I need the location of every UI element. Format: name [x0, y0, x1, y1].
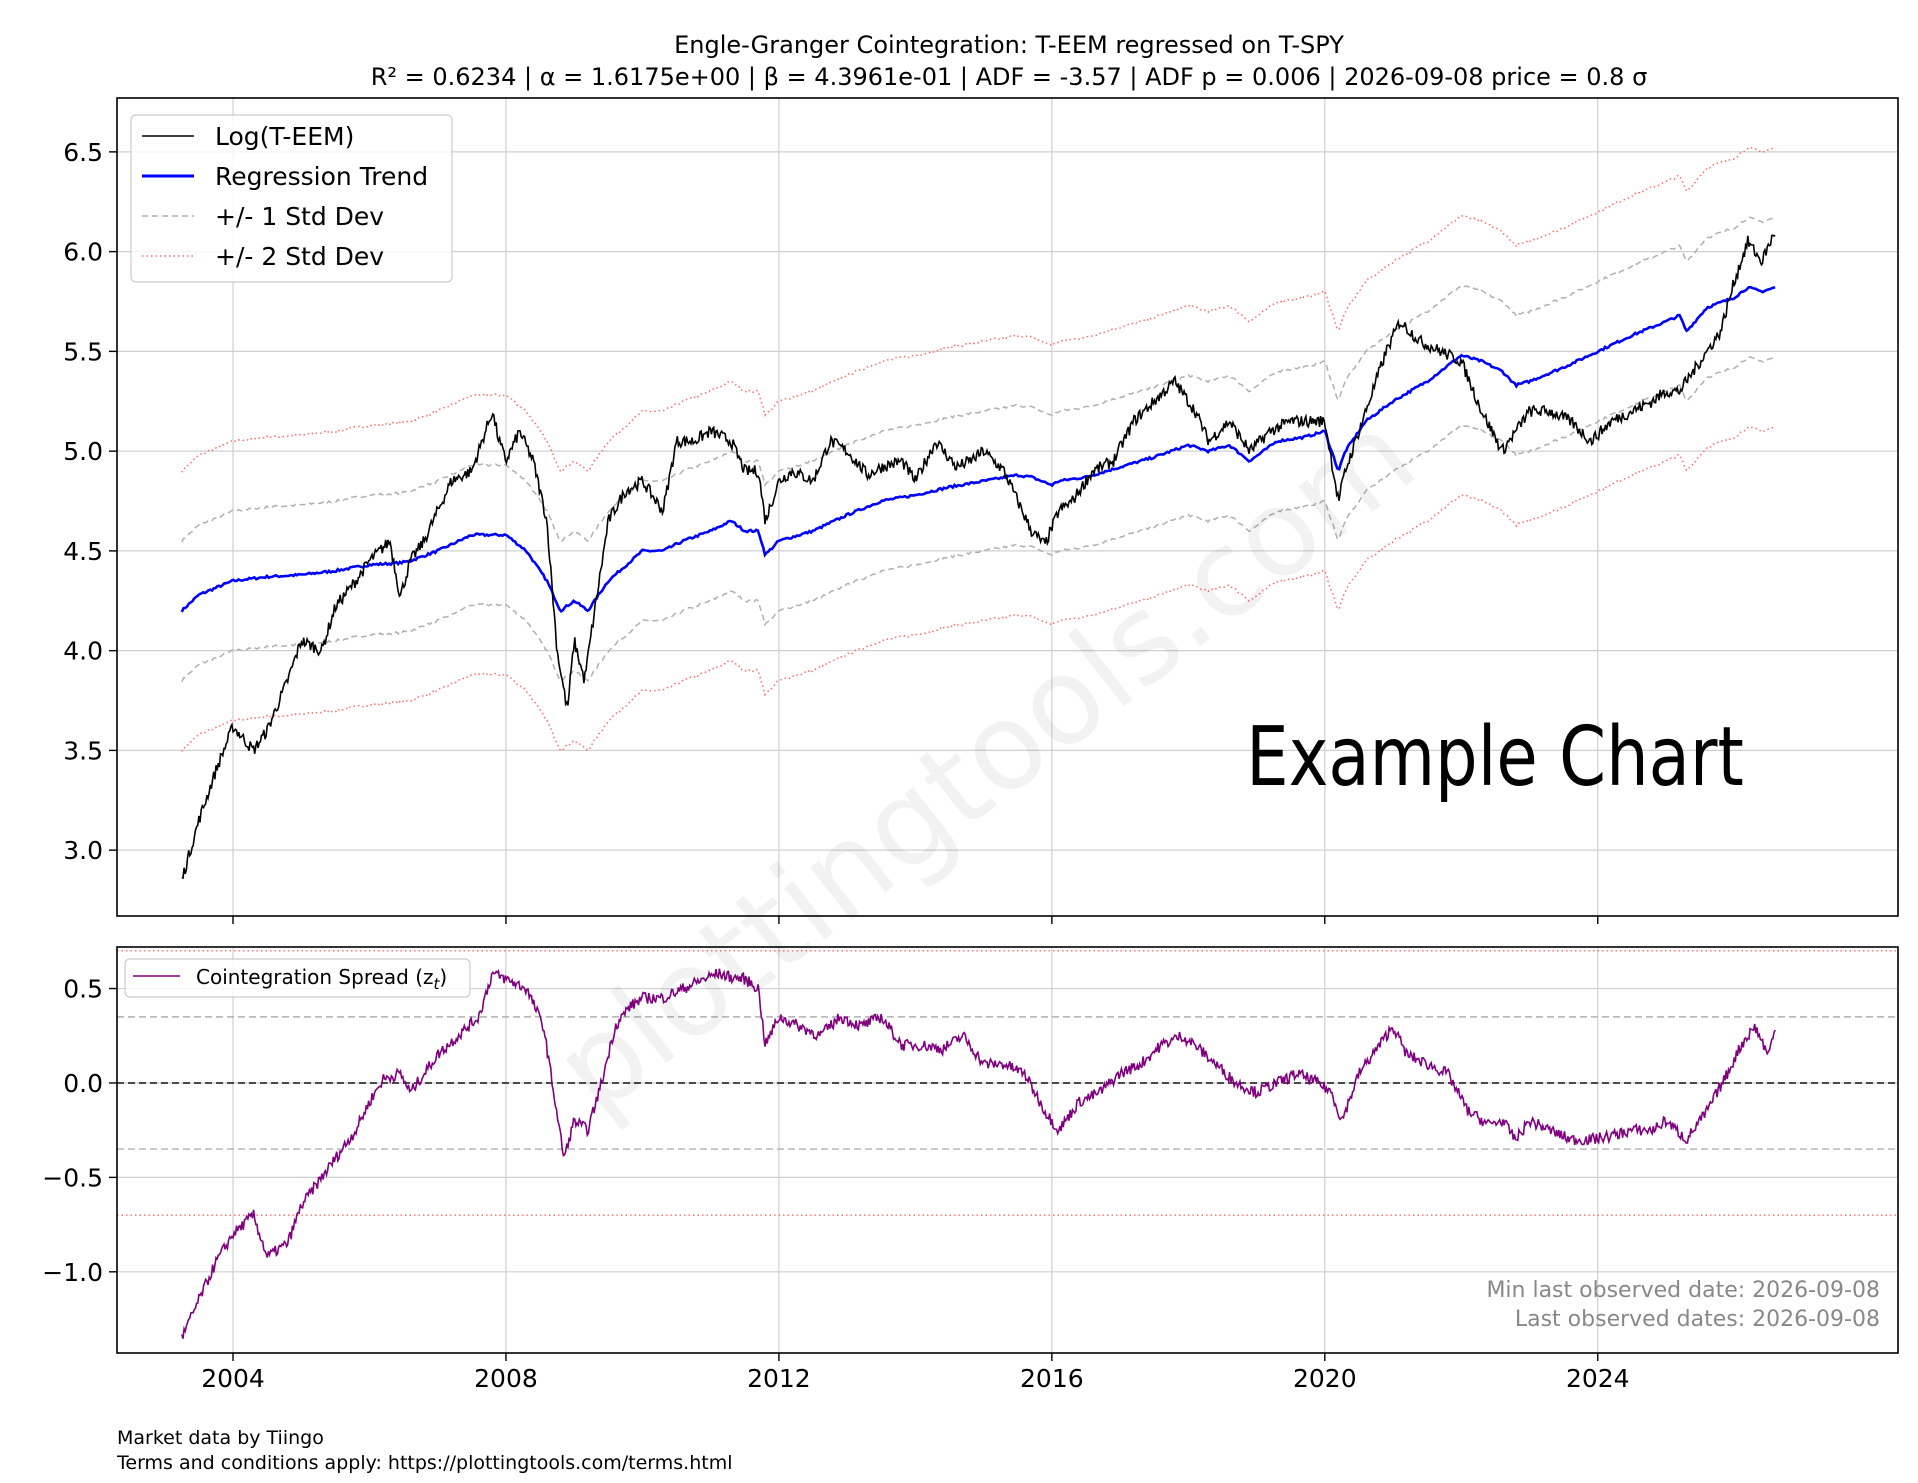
chart-title-line1: Engle-Granger Cointegration: T-EEM regre…	[674, 31, 1344, 59]
band-plus-1std	[181, 216, 1776, 543]
top-legend-box	[130, 114, 453, 283]
top-legend: Log(T-EEM) Regression Trend +/- 1 Std De…	[130, 114, 453, 283]
log-price-line	[181, 234, 1776, 880]
bottom-panel: −1.0−0.50.00.5 2004 2008 2012 2016 2020 2024 …	[42, 946, 1899, 1393]
bottom-xtick-label: 2012	[747, 1364, 811, 1393]
example-chart-label: Example Chart	[1246, 708, 1744, 804]
top-series	[180, 234, 1776, 880]
bottom-ytick-label: 0.0	[63, 1069, 103, 1098]
top-ytick-label: 4.5	[63, 537, 103, 566]
top-ytick-label: 3.5	[63, 736, 103, 765]
bottom-xtick-label: 2016	[1020, 1364, 1084, 1393]
bottom-series	[181, 968, 1776, 1339]
band-plus-2std	[181, 146, 1776, 473]
top-ytick-label: 5.0	[63, 437, 103, 466]
top-ytick-label: 3.0	[63, 836, 103, 865]
top-ytick-label: 6.0	[63, 238, 103, 267]
top-x-axis	[232, 916, 1599, 924]
bottom-xtick-label: 2008	[474, 1364, 538, 1393]
bottom-axes-frame	[116, 946, 1899, 1354]
band-minus-2std	[181, 426, 1776, 752]
bottom-ytick-label: 0.5	[63, 975, 103, 1004]
legend-label-spread-main: Cointegration Spread (z	[196, 965, 434, 989]
bottom-xtick-label: 2024	[1566, 1364, 1630, 1393]
spread-line	[181, 968, 1776, 1339]
footer-data-source: Market data by Tiingo	[117, 1427, 324, 1449]
band-minus-1std	[181, 356, 1776, 683]
regression-trend-line	[180, 285, 1776, 614]
legend-label-price: Log(T-EEM)	[215, 122, 354, 151]
legend-label-spread-sub: t	[434, 975, 441, 993]
top-ytick-label: 5.5	[63, 337, 103, 366]
top-ytick-label: 6.5	[63, 138, 103, 167]
bottom-ytick-label: −0.5	[42, 1163, 103, 1192]
bottom-legend: Cointegration Spread (zt)	[124, 958, 471, 998]
legend-label-two-std: +/- 2 Std Dev	[215, 242, 384, 271]
footer-terms: Terms and conditions apply: https://plot…	[117, 1452, 733, 1474]
top-ytick-label: 4.0	[63, 637, 103, 666]
bottom-legend-box	[124, 958, 471, 998]
legend-label-trend: Regression Trend	[215, 162, 428, 191]
top-panel: 3.0 3.5 4.0 4.5 5.0 5.5 6.0 6.5 Log(T-EEM) Regr…	[63, 97, 1899, 924]
top-std-bands	[181, 146, 1776, 752]
top-axes-frame	[116, 97, 1899, 917]
annotation-last-dates: Last observed dates: 2026-09-08	[1515, 1307, 1880, 1332]
top-y-axis: 3.0 3.5 4.0 4.5 5.0 5.5 6.0 6.5	[63, 138, 117, 865]
bottom-y-axis: −1.0 −0.5 0.0 0.5	[42, 975, 117, 1287]
legend-label-spread: Cointegration Spread (zt)	[196, 965, 447, 993]
legend-label-one-std: +/- 1 Std Dev	[215, 202, 384, 231]
legend-label-spread-suffix: )	[439, 965, 447, 989]
bottom-xtick-label: 2004	[201, 1364, 265, 1393]
bottom-ytick-label: −1.0	[42, 1258, 103, 1287]
bottom-xtick-label: 2020	[1293, 1364, 1357, 1393]
annotation-min-last-date: Min last observed date: 2026-09-08	[1486, 1278, 1880, 1303]
chart-title-line2: R² = 0.6234 | α = 1.6175e+00 | β = 4.396…	[371, 63, 1648, 91]
bottom-x-axis: 2004 2008 2012 2016 2020 2024	[201, 1353, 1630, 1393]
top-grid	[117, 98, 1898, 916]
